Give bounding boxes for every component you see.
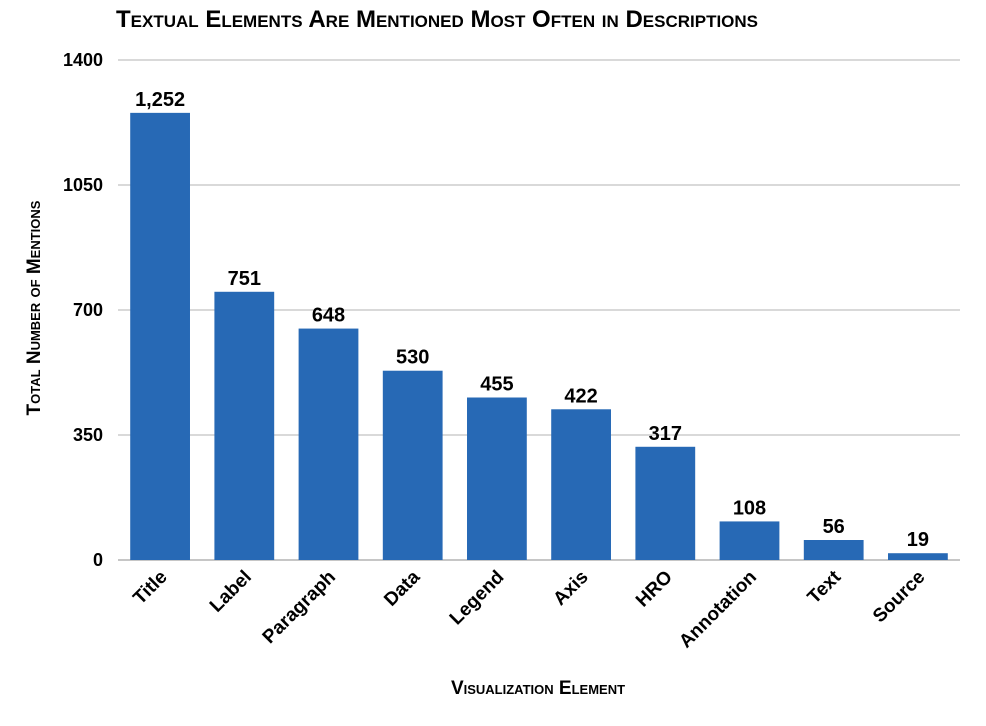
x-tick-label: Legend	[446, 567, 509, 630]
data-label: 1,252	[135, 89, 185, 111]
data-label: 108	[733, 497, 766, 519]
data-labels: 1,252 751 648 530 455 422 317 108 56 19	[135, 89, 929, 551]
x-tick-labels: Title Label Paragraph Data Legend Axis HROAnno…	[129, 566, 929, 652]
x-tick-label: Label	[206, 567, 256, 617]
data-label: 751	[228, 268, 261, 290]
data-label: 530	[396, 347, 429, 369]
y-tick-labels: 0 350 700 1050 1400	[63, 50, 103, 570]
x-tick-label: Axis	[549, 567, 592, 610]
data-label: 56	[823, 516, 845, 538]
y-tick-label: 1400	[63, 50, 103, 70]
y-tick-label: 1050	[63, 175, 103, 195]
x-tick-label: Data	[380, 566, 424, 610]
x-axis-title: Visualization Element	[451, 678, 625, 699]
data-label: 19	[907, 529, 929, 551]
y-tick-label: 700	[73, 300, 103, 320]
bar	[803, 540, 864, 560]
bar	[382, 370, 443, 560]
data-label: 422	[564, 385, 597, 407]
data-label: 648	[312, 305, 345, 327]
x-tick-label: HRO	[632, 567, 677, 612]
y-axis-title: Total Number of Mentions	[24, 200, 45, 415]
x-tick-label: Title	[129, 567, 171, 609]
y-tick-label: 0	[93, 550, 103, 570]
bar	[214, 291, 275, 560]
x-tick-label: Paragraph	[259, 567, 340, 648]
chart-title: Textual Elements Are Mentioned Most Ofte…	[116, 6, 758, 33]
bar	[467, 397, 527, 560]
data-label: 455	[480, 374, 513, 396]
y-tick-label: 350	[73, 425, 103, 445]
x-tick-label: Annotation	[675, 567, 761, 653]
bar	[130, 112, 190, 560]
data-label: 317	[649, 423, 682, 445]
bar	[635, 446, 696, 560]
x-tick-label: Source	[869, 567, 929, 627]
bar	[298, 328, 359, 560]
bars	[130, 112, 948, 560]
bar	[551, 409, 611, 560]
bar	[719, 521, 780, 560]
bar	[888, 553, 948, 560]
x-tick-label: Text	[804, 566, 846, 608]
